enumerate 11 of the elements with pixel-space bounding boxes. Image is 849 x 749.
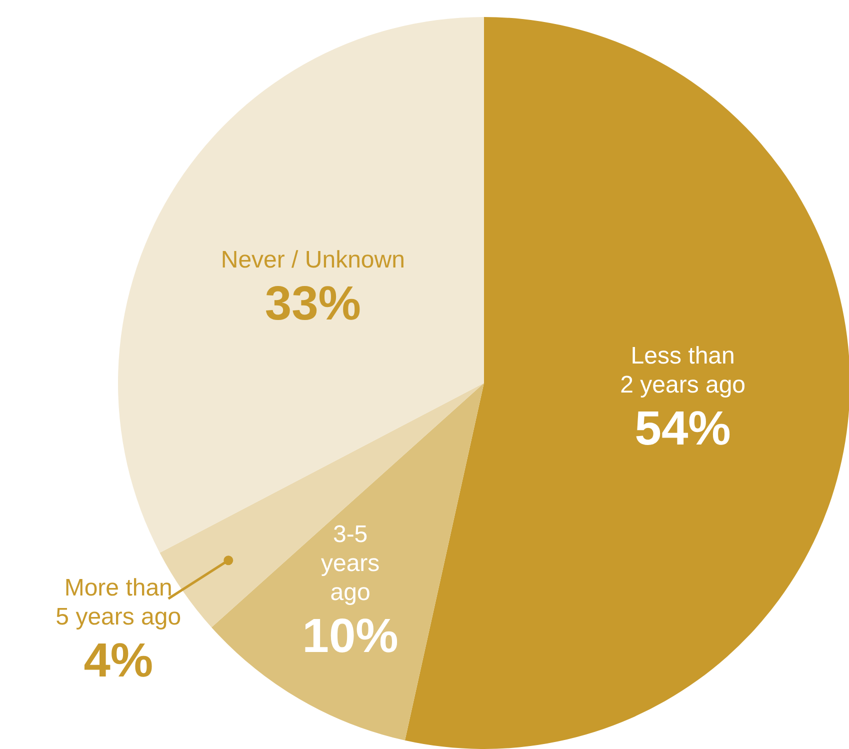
pie-slice <box>118 17 484 553</box>
pie-slice <box>404 17 849 749</box>
slice-label: Never / Unknown <box>220 246 405 274</box>
data-label: 33% <box>264 277 361 330</box>
slice-label: More than 5 years ago <box>56 574 182 631</box>
data-label: 4% <box>84 634 154 688</box>
data-label: 54% <box>634 402 731 456</box>
pie-slice <box>212 383 484 740</box>
slice-label: Less than 2 years ago <box>620 342 746 399</box>
data-label: 10% <box>302 610 398 663</box>
slice-label: 3-5 years ago <box>320 520 380 606</box>
